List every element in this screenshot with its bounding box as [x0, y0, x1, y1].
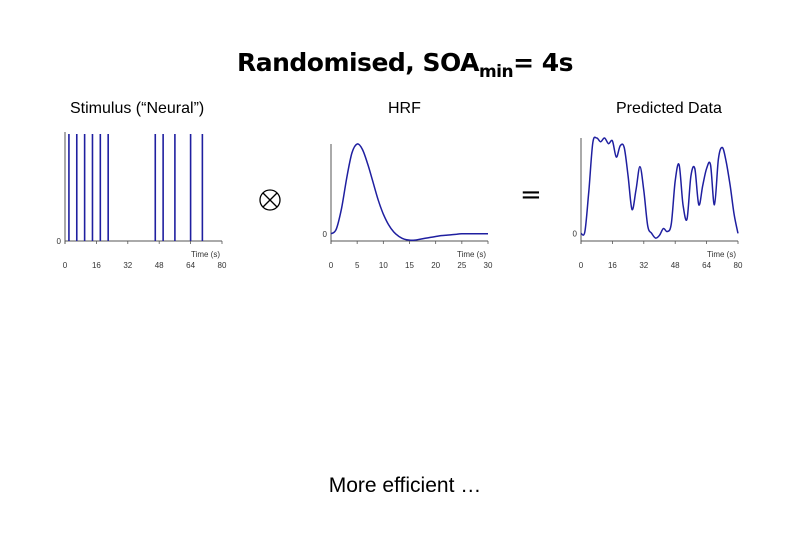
- hrf-x-tick-label: 10: [379, 261, 388, 270]
- footer-text: More efficient …: [328, 474, 482, 497]
- stimulus-x-tick-label: 0: [63, 261, 68, 270]
- hrf-x-tick-label: 25: [457, 261, 466, 270]
- hrf-series-line: [330, 143, 488, 241]
- predicted-data-label: Predicted Data: [616, 100, 722, 117]
- stimulus-y-tick-label: 0: [57, 237, 62, 246]
- hrf-x-tick-label: 30: [484, 261, 493, 270]
- predicted-x-tick-label: 80: [734, 261, 743, 270]
- title-subscript: min: [478, 62, 514, 82]
- stimulus-x-tick-label: 16: [92, 261, 101, 270]
- hrf-x-axis-label: Time (s): [457, 250, 486, 259]
- hrf-x-tick-label: 5: [355, 261, 360, 270]
- predicted-x-tick-label: 32: [639, 261, 648, 270]
- stimulus-x-axis-label: Time (s): [191, 250, 220, 259]
- predicted-series-line: [580, 136, 739, 239]
- hrf-chart: 0 5 10 15 20 25 30 0 Time (s): [323, 143, 493, 270]
- stimulus-chart: 0 16 32 48 64 80 0 Time (s): [57, 132, 227, 270]
- stimulus-x-tick-label: 32: [123, 261, 132, 270]
- convolution-operator: [258, 188, 282, 216]
- convolution-icon: [259, 189, 281, 211]
- hrf-x-tick-label: 20: [431, 261, 440, 270]
- stimulus-x-tick-label: 64: [186, 261, 195, 270]
- predicted-x-tick-label: 48: [671, 261, 680, 270]
- stimulus-label: Stimulus (“Neural”): [70, 100, 205, 117]
- hrf-label: HRF: [388, 100, 421, 117]
- predicted-chart: 0 16 32 48 64 80 0 Time (s): [573, 136, 743, 270]
- stimulus-x-tick-label: 48: [155, 261, 164, 270]
- stimulus-panel: 0 16 32 48 64 80 0 Time (s): [50, 128, 235, 276]
- predicted-x-tick-label: 0: [579, 261, 584, 270]
- title-main: Randomised, SOA: [236, 48, 479, 77]
- predicted-y-tick-label: 0: [573, 229, 578, 238]
- predicted-x-tick-label: 64: [702, 261, 711, 270]
- hrf-x-tick-label: 0: [329, 261, 334, 270]
- hrf-x-tick-label: 15: [405, 261, 414, 270]
- title-tail: = 4s: [513, 48, 574, 77]
- predicted-x-tick-label: 16: [608, 261, 617, 270]
- predicted-x-axis-label: Time (s): [707, 250, 736, 259]
- equals-operator: =: [520, 180, 542, 210]
- slide-title: Randomised, SOAmin= 4s: [0, 48, 810, 82]
- stimulus-x-tick-label: 80: [218, 261, 227, 270]
- hrf-panel: 0 5 10 15 20 25 30 0 Time (s): [316, 128, 501, 276]
- predicted-panel: 0 16 32 48 64 80 0 Time (s): [566, 128, 751, 276]
- hrf-y-tick-label: 0: [323, 230, 328, 239]
